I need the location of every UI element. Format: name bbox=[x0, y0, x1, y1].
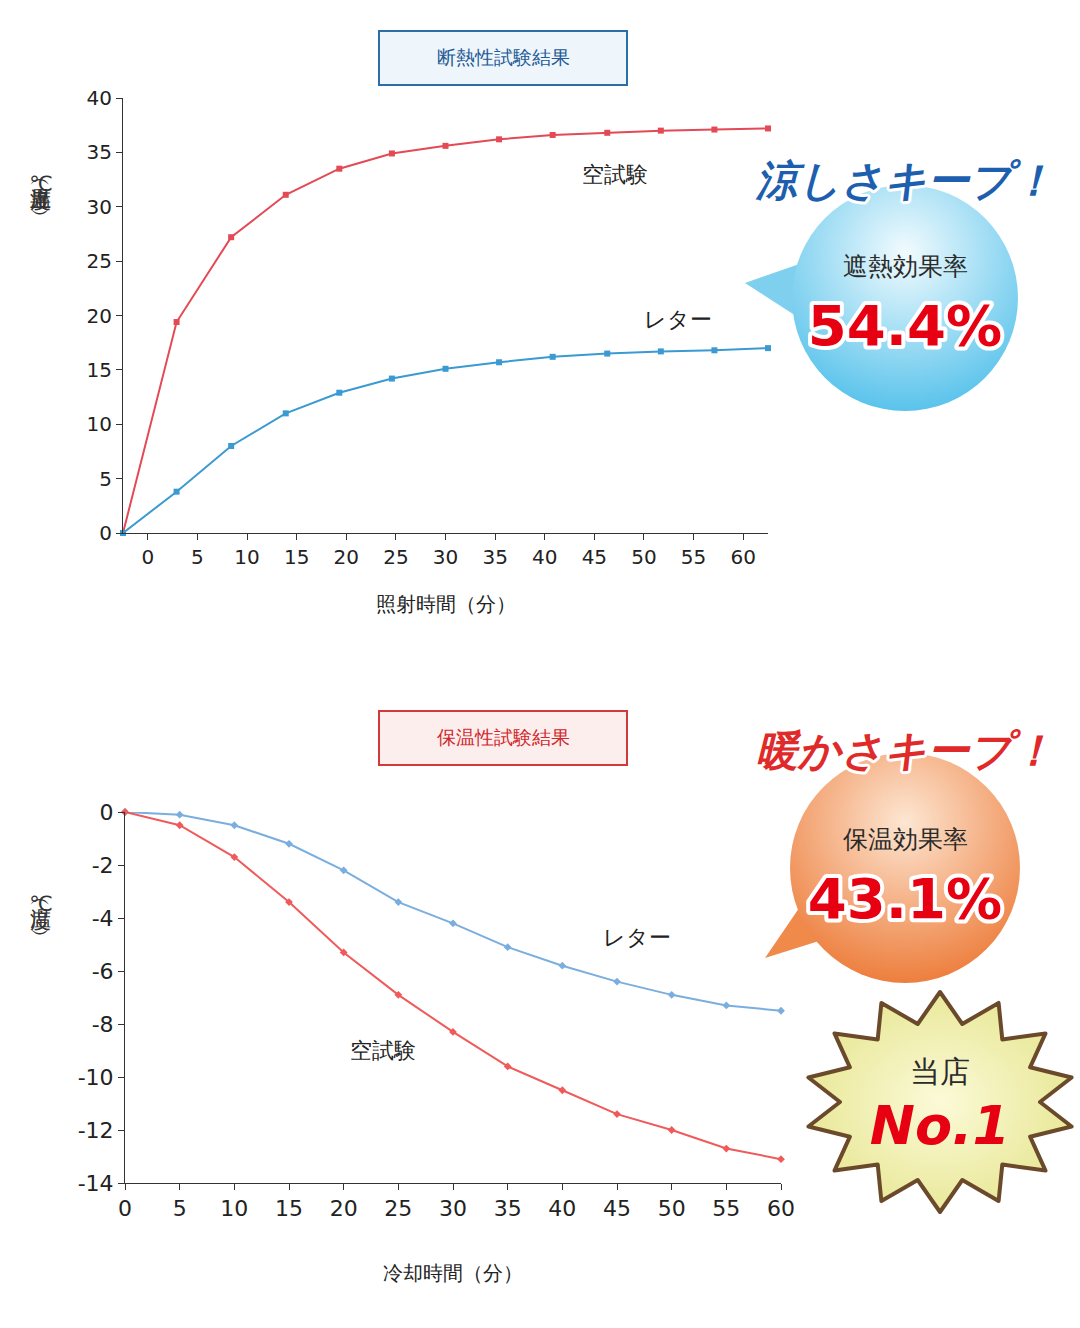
svg-text:当店: 当店 bbox=[910, 1054, 970, 1089]
svg-text:20: 20 bbox=[334, 545, 359, 569]
svg-text:遮熱効果率: 遮熱効果率 bbox=[843, 252, 968, 281]
html-text:保温性試験結果: 保温性試験結果 bbox=[436, 726, 570, 748]
svg-text:43.1%: 43.1% bbox=[808, 866, 1002, 931]
svg-text:15: 15 bbox=[275, 1196, 303, 1221]
svg-text:No.1: No.1 bbox=[870, 1094, 1010, 1157]
svg-text:35: 35 bbox=[482, 545, 507, 569]
svg-text:60: 60 bbox=[730, 545, 755, 569]
svg-text:レター: レター bbox=[644, 307, 712, 332]
svg-text:-6: -6 bbox=[92, 959, 114, 984]
svg-text:60: 60 bbox=[767, 1196, 795, 1221]
svg-text:25: 25 bbox=[384, 1196, 412, 1221]
svg-text:10: 10 bbox=[220, 1196, 248, 1221]
svg-text:15: 15 bbox=[87, 358, 112, 382]
svg-text:40: 40 bbox=[532, 545, 557, 569]
svg-text:40: 40 bbox=[548, 1196, 576, 1221]
svg-text:-14: -14 bbox=[78, 1171, 114, 1196]
svg-text:55: 55 bbox=[712, 1196, 740, 1221]
svg-text:35: 35 bbox=[87, 140, 112, 164]
svg-text:-4: -4 bbox=[92, 906, 114, 931]
svg-text:50: 50 bbox=[658, 1196, 686, 1221]
svg-text:レター: レター bbox=[603, 925, 671, 950]
svg-text:照射時間（分）: 照射時間（分） bbox=[376, 592, 516, 616]
svg-text:-2: -2 bbox=[92, 853, 114, 878]
svg-text:55: 55 bbox=[681, 545, 706, 569]
svg-text:空試験: 空試験 bbox=[350, 1038, 416, 1063]
svg-text:35: 35 bbox=[494, 1196, 522, 1221]
svg-text:50: 50 bbox=[631, 545, 656, 569]
svg-text:涼しさキープ！: 涼しさキープ！ bbox=[755, 156, 1054, 205]
svg-text:10: 10 bbox=[87, 412, 112, 436]
svg-text:0: 0 bbox=[141, 545, 154, 569]
svg-text:-8: -8 bbox=[92, 1012, 114, 1037]
svg-text:0: 0 bbox=[100, 800, 114, 825]
svg-text:-12: -12 bbox=[78, 1118, 114, 1143]
svg-text:5: 5 bbox=[173, 1196, 187, 1221]
html-text:温度（℃）: 温度（℃） bbox=[29, 892, 53, 916]
svg-text:空試験: 空試験 bbox=[582, 162, 648, 187]
svg-text:30: 30 bbox=[433, 545, 458, 569]
svg-text:54.4%: 54.4% bbox=[808, 293, 1002, 358]
svg-text:-10: -10 bbox=[78, 1065, 114, 1090]
svg-text:冷却時間（分）: 冷却時間（分） bbox=[383, 1261, 523, 1285]
svg-text:保温効果率: 保温効果率 bbox=[843, 825, 968, 854]
svg-text:40: 40 bbox=[87, 86, 112, 110]
svg-text:10: 10 bbox=[234, 545, 259, 569]
html-text:断熱性試験結果: 断熱性試験結果 bbox=[436, 46, 570, 68]
svg-text:45: 45 bbox=[582, 545, 607, 569]
svg-text:5: 5 bbox=[99, 467, 112, 491]
svg-text:0: 0 bbox=[99, 521, 112, 545]
svg-text:15: 15 bbox=[284, 545, 309, 569]
svg-text:30: 30 bbox=[87, 195, 112, 219]
svg-text:25: 25 bbox=[383, 545, 408, 569]
svg-text:25: 25 bbox=[87, 249, 112, 273]
svg-text:暖かさキープ！: 暖かさキープ！ bbox=[756, 726, 1054, 775]
html-text:上昇温度（℃）: 上昇温度（℃） bbox=[29, 172, 53, 196]
svg-text:45: 45 bbox=[603, 1196, 631, 1221]
svg-text:30: 30 bbox=[439, 1196, 467, 1221]
svg-text:20: 20 bbox=[87, 304, 112, 328]
svg-text:5: 5 bbox=[191, 545, 204, 569]
svg-text:0: 0 bbox=[118, 1196, 132, 1221]
svg-text:20: 20 bbox=[330, 1196, 358, 1221]
